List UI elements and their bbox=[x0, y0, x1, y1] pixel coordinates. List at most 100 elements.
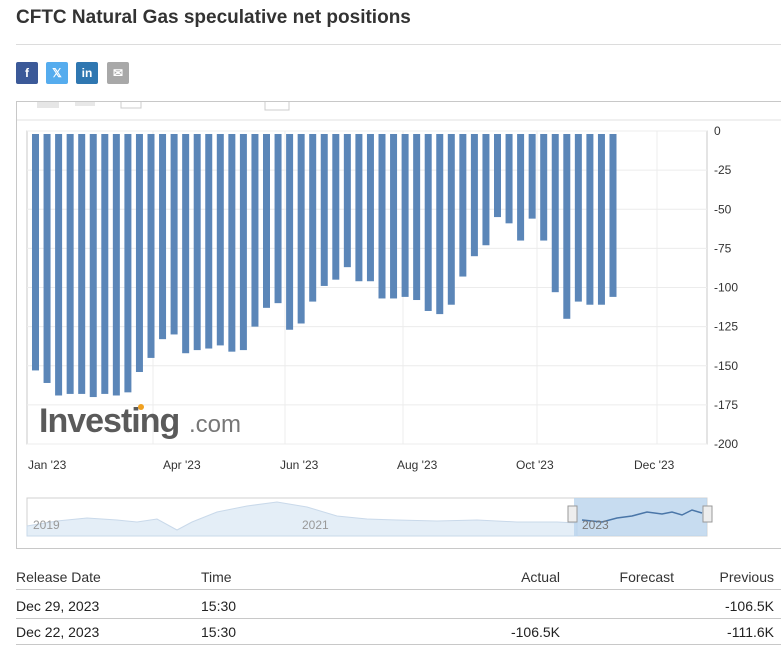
bar[interactable] bbox=[586, 134, 594, 305]
x-tick-label: Dec '23 bbox=[634, 458, 675, 472]
bar[interactable] bbox=[563, 134, 571, 319]
y-tick-label: -75 bbox=[714, 241, 732, 255]
y-tick-label: -100 bbox=[714, 281, 738, 295]
bar[interactable] bbox=[216, 134, 224, 346]
bar[interactable] bbox=[78, 134, 86, 394]
watermark-logo: Investing bbox=[39, 402, 179, 440]
bar[interactable] bbox=[193, 134, 201, 351]
x-tick-label: Apr '23 bbox=[163, 458, 201, 472]
bar[interactable] bbox=[355, 134, 363, 282]
bar[interactable] bbox=[170, 134, 178, 335]
bar[interactable] bbox=[459, 134, 467, 277]
col-release-date[interactable]: Release Date bbox=[16, 569, 101, 585]
bar[interactable] bbox=[159, 134, 167, 340]
navigator-label: 2023 bbox=[582, 518, 609, 532]
bar[interactable] bbox=[55, 134, 63, 396]
bar[interactable] bbox=[43, 134, 51, 383]
bar[interactable] bbox=[574, 134, 582, 302]
bar[interactable] bbox=[517, 134, 525, 241]
bar[interactable] bbox=[135, 134, 143, 373]
x-share-icon[interactable]: 𝕏 bbox=[46, 62, 68, 84]
release-time: 15:30 bbox=[201, 624, 237, 640]
x-tick-label: Aug '23 bbox=[397, 458, 438, 472]
x-tick-label: Jun '23 bbox=[280, 458, 319, 472]
bar[interactable] bbox=[112, 134, 120, 396]
navigator-label: 2019 bbox=[33, 518, 60, 532]
bar[interactable] bbox=[101, 134, 109, 394]
title-divider bbox=[16, 44, 781, 45]
bar[interactable] bbox=[482, 134, 490, 246]
bar[interactable] bbox=[366, 134, 374, 282]
chart-svg: 0 -25 -50 -75 -100 -125 -150 -175 -200 Jan '23 Ap… bbox=[17, 102, 781, 537]
email-share-icon[interactable]: ✉ bbox=[107, 62, 129, 84]
bar[interactable] bbox=[494, 134, 501, 218]
bar[interactable] bbox=[528, 134, 536, 219]
y-tick-label: -50 bbox=[714, 202, 732, 216]
bar[interactable] bbox=[343, 134, 351, 268]
bar[interactable] bbox=[424, 134, 432, 311]
y-tick-label: -200 bbox=[714, 437, 738, 451]
bar[interactable] bbox=[540, 134, 548, 241]
release-date: Dec 22, 2023 bbox=[16, 624, 100, 640]
x-axis: Jan '23 Apr '23 Jun '23 Aug '23 Oct '23 Dec '… bbox=[28, 458, 675, 472]
navigator-label: 2021 bbox=[302, 518, 329, 532]
navigator-selected-line bbox=[581, 509, 703, 523]
navigator-right-handle[interactable] bbox=[702, 505, 713, 523]
bar-chart-icon[interactable] bbox=[37, 102, 59, 108]
navigator-selection[interactable] bbox=[574, 498, 707, 536]
facebook-share-icon[interactable]: f bbox=[16, 62, 38, 84]
page-title: CFTC Natural Gas speculative net positio… bbox=[16, 7, 411, 28]
bar[interactable] bbox=[274, 134, 282, 304]
bar[interactable] bbox=[309, 134, 317, 302]
table-row: Dec 29, 2023 15:30 -106.5K bbox=[16, 592, 781, 619]
bar[interactable] bbox=[470, 134, 478, 257]
x-tick-label: Oct '23 bbox=[516, 458, 554, 472]
bar[interactable] bbox=[390, 134, 398, 299]
zoom-icon[interactable] bbox=[120, 102, 142, 109]
release-date: Dec 29, 2023 bbox=[16, 598, 100, 614]
bar[interactable] bbox=[332, 134, 340, 280]
bar[interactable] bbox=[378, 134, 386, 299]
bar[interactable] bbox=[609, 134, 617, 297]
bar[interactable] bbox=[447, 134, 455, 305]
col-actual[interactable]: Actual bbox=[521, 569, 560, 585]
bar[interactable] bbox=[251, 134, 259, 327]
y-tick-label: -125 bbox=[714, 320, 738, 334]
bar[interactable] bbox=[66, 134, 74, 394]
release-time: 15:30 bbox=[201, 598, 237, 614]
bar[interactable] bbox=[182, 134, 190, 354]
chart-navigator[interactable]: 2019 2021 2023 bbox=[26, 497, 713, 537]
bar[interactable] bbox=[597, 134, 605, 305]
watermark-dot bbox=[138, 404, 144, 410]
watermark-domain: .com bbox=[189, 411, 241, 438]
chart-toolbar[interactable] bbox=[17, 102, 781, 121]
col-time[interactable]: Time bbox=[201, 569, 232, 585]
y-tick-label: 0 bbox=[714, 124, 721, 138]
bar[interactable] bbox=[297, 134, 305, 324]
y-tick-label: -175 bbox=[714, 398, 738, 412]
previous-value: -111.6K bbox=[727, 624, 774, 640]
bar[interactable] bbox=[124, 134, 132, 393]
bar[interactable] bbox=[147, 134, 155, 358]
bar[interactable] bbox=[551, 134, 559, 293]
bar[interactable] bbox=[401, 134, 409, 297]
navigator-history bbox=[26, 501, 578, 537]
watermark: Investing .com bbox=[39, 402, 241, 440]
col-forecast[interactable]: Forecast bbox=[619, 569, 674, 585]
bar[interactable] bbox=[32, 134, 39, 371]
bar[interactable] bbox=[263, 134, 270, 308]
col-previous[interactable]: Previous bbox=[719, 569, 774, 585]
linkedin-share-icon[interactable]: in bbox=[76, 62, 98, 84]
bar[interactable] bbox=[505, 134, 513, 224]
bar[interactable] bbox=[436, 134, 444, 315]
navigator-left-handle[interactable] bbox=[567, 505, 578, 523]
bar[interactable] bbox=[239, 134, 247, 351]
bar[interactable] bbox=[286, 134, 294, 330]
bar[interactable] bbox=[89, 134, 97, 398]
bar[interactable] bbox=[320, 134, 328, 286]
expand-icon[interactable] bbox=[264, 102, 290, 111]
bar[interactable] bbox=[413, 134, 421, 301]
bar[interactable] bbox=[228, 134, 236, 352]
line-chart-icon[interactable] bbox=[75, 102, 95, 106]
bar[interactable] bbox=[205, 134, 213, 349]
